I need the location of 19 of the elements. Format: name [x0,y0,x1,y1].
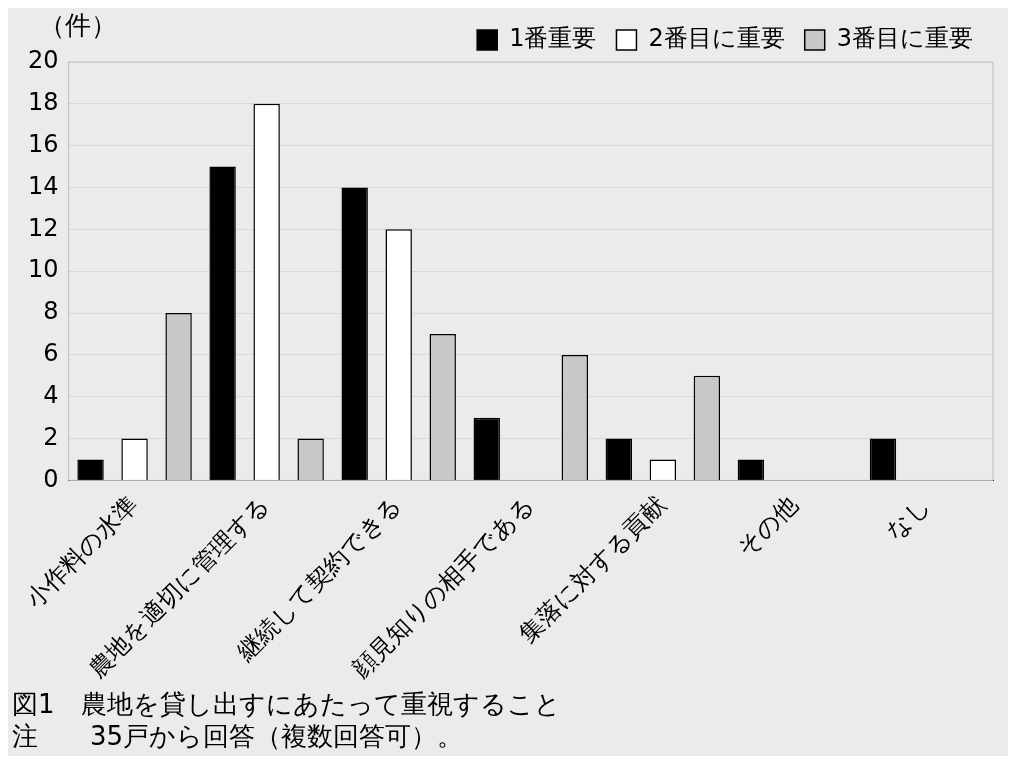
y-tick-label: 12 [27,213,59,242]
legend-label: 2番目に重要 [648,24,785,53]
x-tick-label: その他 [731,490,804,563]
text: 注 35戸から回答（複数回答可）。 [12,720,465,752]
y-tick-label: 10 [27,255,59,284]
y-tick-label: 16 [27,129,59,158]
y-tick-label: 20 [27,46,59,75]
caption: 図1 農地を貸し出すにあたって重視すること [12,688,562,720]
y-tick-label: 14 [27,171,59,200]
x-tick-label: なし [880,490,936,546]
y-axis-title: （件） [38,9,117,40]
y-tick-label: 4 [43,380,59,409]
legend-label: 3番目に重要 [836,24,974,53]
y-tick-label: 2 [43,422,59,451]
y-tick-label: 6 [43,339,59,368]
y-tick-label: 18 [27,88,59,117]
y-tick-label: 8 [43,297,59,326]
legend-label: 1番重要 [509,24,597,53]
y-tick-label: 0 [43,464,59,493]
